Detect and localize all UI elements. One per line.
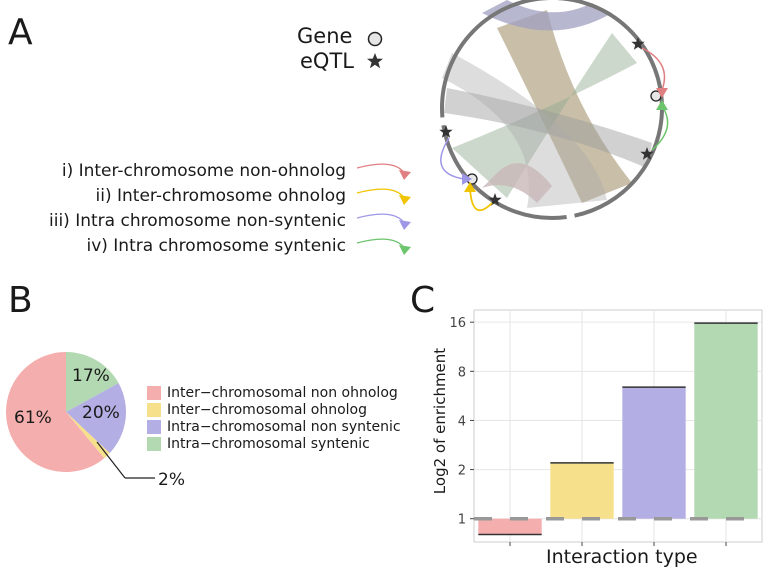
pie-slice xyxy=(66,352,119,412)
pie-slice xyxy=(5,352,105,472)
pie-label-17: 17% xyxy=(72,366,110,386)
type-i-label: i) Inter-chromosome non-ohnolog xyxy=(61,161,346,181)
y-tick-label: 16 xyxy=(449,316,466,331)
eqtl-star-icon xyxy=(367,53,383,69)
y-tick-label: 1 xyxy=(458,513,466,528)
type-ii-label: ii) Inter-chromosome ohnolog xyxy=(95,186,346,206)
legend-swatch xyxy=(147,402,161,417)
bar xyxy=(478,518,542,535)
bar-ylabel: Log2 of enrichment xyxy=(431,347,449,495)
pie-label-20: 20% xyxy=(82,403,120,423)
type-iii-label: iii) Intra chromosome non-syntenic xyxy=(49,211,346,231)
pie-label-61: 61% xyxy=(14,408,52,428)
legend-label: Intra−chromosomal syntenic xyxy=(167,435,370,452)
legend-arrows xyxy=(356,163,411,255)
pie-legend: Inter−chromosomal non ohnolog Inter−chro… xyxy=(147,384,401,452)
pie-chart xyxy=(5,352,126,472)
legend-swatch xyxy=(147,385,161,400)
bar-xlabel: Interaction type xyxy=(546,546,698,568)
gene-circle-icon xyxy=(367,31,383,47)
legend-swatch xyxy=(147,436,161,451)
pie-legend-item: Intra−chromosomal syntenic xyxy=(147,435,401,452)
pie-legend-item: Inter−chromosomal ohnolog xyxy=(147,401,401,418)
legend-swatch xyxy=(147,419,161,434)
bar xyxy=(550,462,614,519)
y-tick-label: 4 xyxy=(458,414,466,429)
bar xyxy=(694,323,758,519)
type-iv-label: iv) Intra chromosome syntenic xyxy=(86,236,346,256)
pie-slice xyxy=(66,383,126,454)
panel-c-letter: C xyxy=(410,280,436,321)
panel-a-letter: A xyxy=(8,12,33,53)
legend-label: Inter−chromosomal ohnolog xyxy=(167,401,368,418)
legend-label: Inter−chromosomal non ohnolog xyxy=(167,384,398,401)
pie-legend-item: Intra−chromosomal non syntenic xyxy=(147,418,401,435)
bar-chart: 1 2 4 8 16 xyxy=(449,309,763,546)
panel-b-letter: B xyxy=(8,280,33,321)
legend-label: Intra−chromosomal non syntenic xyxy=(167,418,401,435)
gene-legend-label: Gene xyxy=(297,24,353,48)
bar xyxy=(622,387,686,519)
circos-diagram xyxy=(439,0,669,220)
y-tick-label: 2 xyxy=(458,464,466,479)
pie-slice xyxy=(66,412,110,459)
pie-legend-item: Inter−chromosomal non ohnolog xyxy=(147,384,401,401)
pie-label-2: 2% xyxy=(158,470,185,490)
y-tick-label: 8 xyxy=(458,365,466,380)
pie-label-2-leader xyxy=(96,441,155,479)
eqtl-legend-label: eQTL xyxy=(300,49,354,73)
